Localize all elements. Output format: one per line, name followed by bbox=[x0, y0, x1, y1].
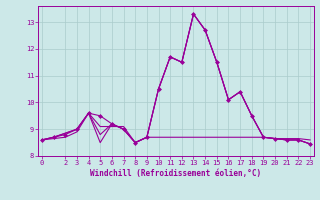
X-axis label: Windchill (Refroidissement éolien,°C): Windchill (Refroidissement éolien,°C) bbox=[91, 169, 261, 178]
